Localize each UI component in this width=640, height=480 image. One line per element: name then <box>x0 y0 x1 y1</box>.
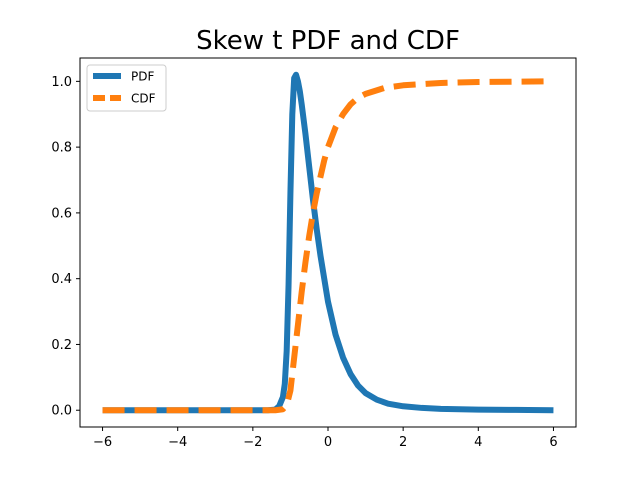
plot-lines <box>102 71 554 414</box>
y-axis: 0.0 0.2 0.4 0.6 0.8 1.0 <box>51 75 80 419</box>
series-pdf-line <box>102 71 554 414</box>
x-tick-label: −2 <box>243 435 262 450</box>
x-tick-label: 0 <box>324 435 332 450</box>
y-tick-label: 1.0 <box>51 75 72 90</box>
y-tick-label: 0.0 <box>51 404 72 419</box>
x-tick-label: 6 <box>549 435 557 450</box>
y-tick-label: 0.6 <box>51 206 72 221</box>
x-tick-label: 2 <box>399 435 407 450</box>
x-axis: −6 −4 −2 0 2 4 6 <box>93 427 558 450</box>
x-tick-label: −4 <box>168 435 187 450</box>
legend-label-cdf: CDF <box>131 92 156 106</box>
y-tick-label: 0.8 <box>51 141 72 156</box>
legend: PDF CDF <box>86 64 167 112</box>
plot-frame <box>79 57 577 428</box>
chart-title: Skew t PDF and CDF <box>196 26 460 56</box>
series-cdf-line <box>102 78 554 414</box>
y-tick-label: 0.4 <box>51 272 72 287</box>
legend-label-pdf: PDF <box>131 70 154 84</box>
x-tick-label: −6 <box>93 435 112 450</box>
y-tick-label: 0.2 <box>51 338 72 353</box>
x-tick-label: 4 <box>474 435 482 450</box>
